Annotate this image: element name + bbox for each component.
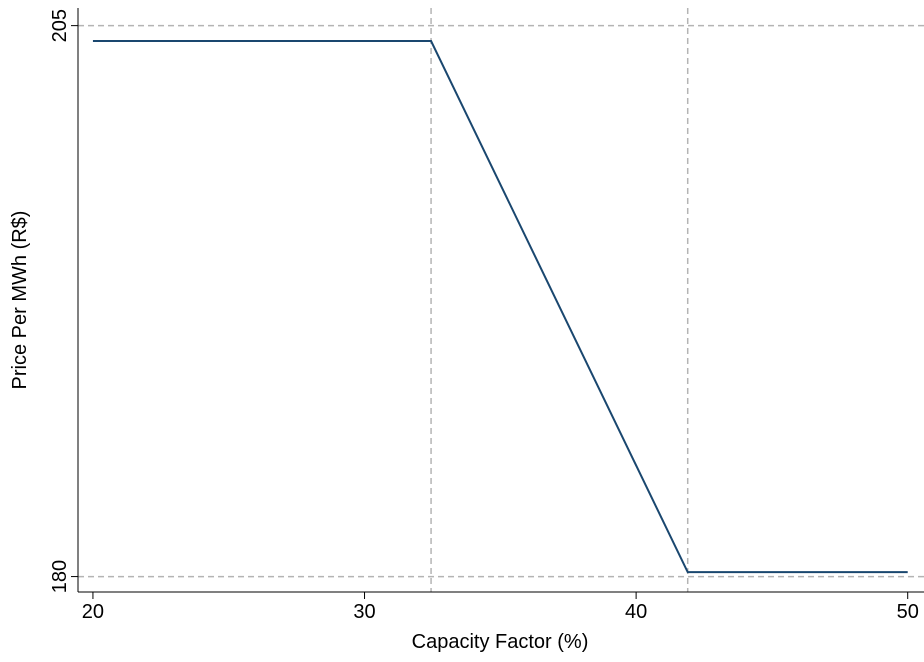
- y-tick-label: 180: [49, 560, 71, 593]
- y-tick-label: 205: [49, 9, 71, 42]
- x-tick-label: 30: [353, 601, 375, 623]
- y-axis-label: Price Per MWh (R$): [9, 211, 31, 390]
- x-axis-label: Capacity Factor (%): [412, 631, 589, 653]
- x-tick-label: 20: [82, 601, 104, 623]
- data-line: [92, 40, 908, 574]
- x-tick-label: 50: [897, 601, 919, 623]
- x-tick-label: 40: [625, 601, 647, 623]
